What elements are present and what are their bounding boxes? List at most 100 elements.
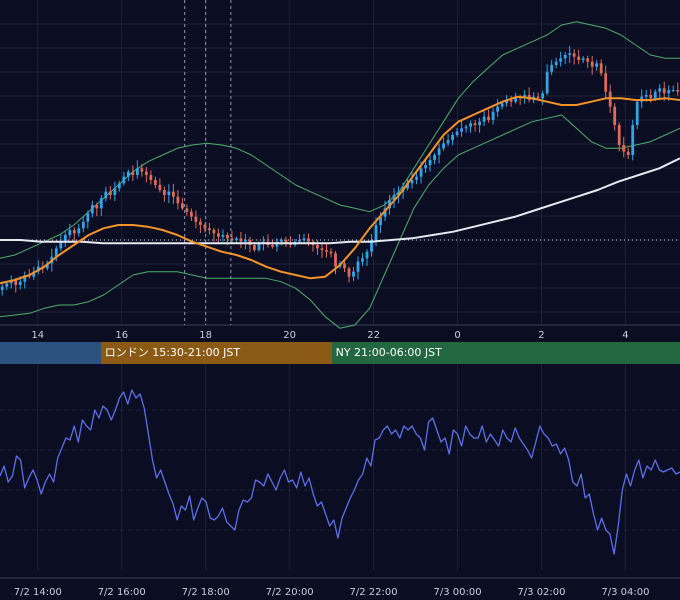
- x-tick-label: 7/3 00:00: [433, 587, 481, 598]
- candle-body: [356, 261, 360, 272]
- candle-body: [325, 250, 328, 252]
- candle: [640, 89, 644, 109]
- candle-body: [180, 203, 184, 209]
- candle-body: [320, 248, 324, 250]
- x-tick-label: 4: [622, 330, 628, 341]
- candle: [104, 186, 108, 202]
- candle-body: [635, 101, 639, 125]
- candle-body: [410, 180, 414, 184]
- candle: [180, 197, 184, 211]
- candle: [81, 216, 85, 233]
- x-tick-label: 20: [283, 330, 296, 341]
- candle-body: [500, 103, 504, 107]
- candle-body: [595, 63, 599, 67]
- candle-body: [217, 233, 220, 237]
- candle-body: [185, 208, 189, 212]
- candle: [189, 208, 193, 221]
- candle: [464, 124, 468, 133]
- candle-body: [460, 128, 463, 132]
- candle: [171, 183, 175, 205]
- candle-body: [469, 123, 472, 127]
- candle: [54, 245, 58, 262]
- candle-body: [257, 243, 261, 250]
- candle: [590, 56, 594, 75]
- candle-body: [235, 238, 238, 240]
- candle-body: [5, 283, 9, 287]
- candle: [144, 167, 148, 183]
- candle: [554, 57, 558, 69]
- candle: [266, 234, 270, 248]
- candle-body: [379, 216, 382, 225]
- candle: [442, 137, 445, 152]
- candle-body: [167, 191, 171, 195]
- oscillator-chart[interactable]: 7/2 14:00 7/2 16:00 7/2 18:00 7/2 20:00 7/2 …: [0, 364, 680, 600]
- candle-body: [545, 71, 549, 94]
- candle-body: [586, 58, 590, 62]
- candle: [113, 181, 117, 202]
- candle-body: [140, 168, 144, 172]
- price-chart[interactable]: 14 16 18 20 22 0 2 4: [0, 0, 680, 342]
- candle-body: [271, 245, 274, 247]
- candle-body: [302, 238, 306, 240]
- candle-body: [406, 183, 409, 189]
- candle: [149, 170, 153, 185]
- candle: [595, 59, 599, 71]
- candle: [239, 231, 243, 248]
- candle-body: [343, 263, 346, 269]
- candle: [370, 233, 373, 257]
- candle-body: [329, 251, 333, 254]
- candle: [217, 228, 220, 245]
- candle: [284, 236, 288, 247]
- candle-body: [577, 56, 581, 60]
- candle-body: [316, 245, 319, 249]
- candle: [676, 82, 680, 96]
- candle-body: [509, 100, 513, 102]
- candle: [478, 117, 481, 133]
- candle: [482, 111, 486, 126]
- candle-body: [541, 93, 545, 99]
- candle: [63, 230, 67, 248]
- candle-body: [108, 191, 112, 195]
- x-tick-label: 16: [115, 330, 128, 341]
- candle: [162, 186, 166, 202]
- candle: [433, 152, 436, 165]
- candle-body: [455, 131, 459, 135]
- candle-body: [189, 211, 193, 217]
- candle: [460, 120, 463, 137]
- candle: [235, 236, 238, 243]
- candle-body: [86, 213, 90, 222]
- candle-body: [482, 116, 486, 122]
- candle: [99, 195, 103, 216]
- candle-body: [473, 123, 477, 125]
- candle-body: [653, 91, 657, 99]
- candle: [347, 266, 351, 283]
- candle-body: [77, 228, 81, 234]
- candle-body: [194, 216, 198, 222]
- candle: [586, 55, 590, 69]
- candle-body: [307, 238, 310, 242]
- candle-body: [568, 53, 572, 55]
- candle-body: [162, 190, 166, 195]
- candle-body: [550, 65, 554, 72]
- candle-body: [599, 63, 603, 74]
- candle-body: [72, 230, 76, 234]
- candle: [176, 190, 180, 210]
- candle: [559, 51, 563, 67]
- candle: [563, 51, 567, 65]
- candle: [577, 49, 581, 65]
- candle-body: [90, 205, 94, 214]
- candle: [90, 200, 94, 218]
- candle: [199, 218, 202, 234]
- candle-body: [419, 168, 423, 177]
- candle-body: [415, 176, 418, 180]
- candle: [329, 248, 333, 258]
- candle: [208, 222, 211, 235]
- x-tick-label: 22: [367, 330, 380, 341]
- candle-body: [68, 230, 72, 235]
- candle: [365, 249, 369, 266]
- candle-body: [352, 271, 355, 277]
- candle: [0, 281, 4, 296]
- candle: [491, 107, 495, 125]
- candle-body: [496, 106, 500, 112]
- session-newyork: NY 21:00-06:00 JST: [331, 342, 680, 364]
